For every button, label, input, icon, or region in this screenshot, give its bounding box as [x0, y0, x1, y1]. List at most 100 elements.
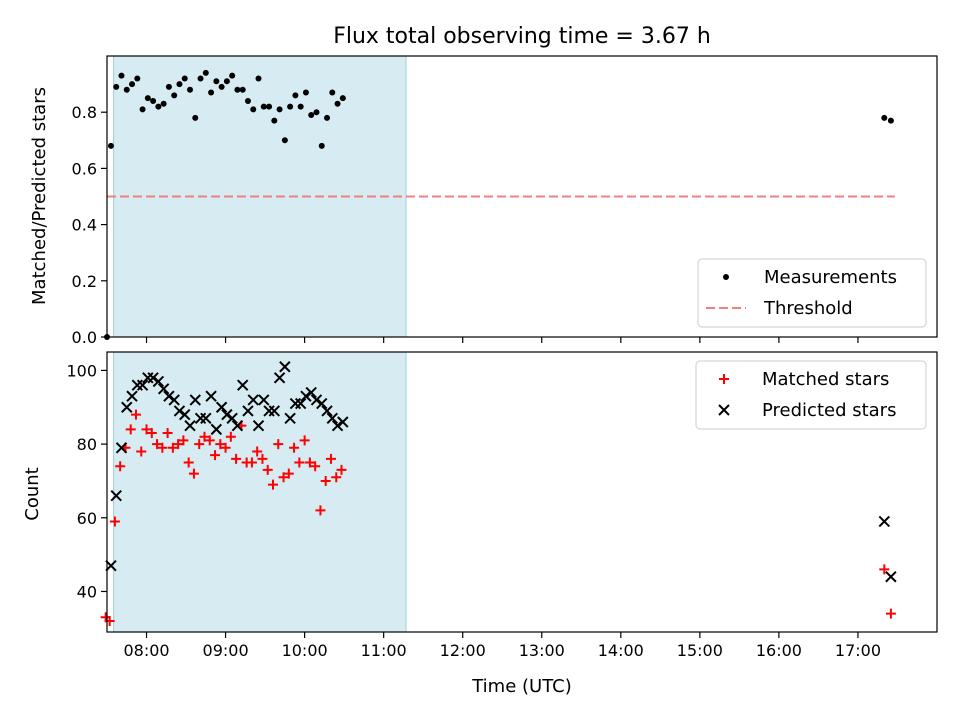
matched-stars-point	[257, 453, 268, 464]
matched-stars-point	[885, 608, 896, 619]
predicted-stars-point	[110, 489, 122, 502]
measurement-point	[244, 97, 251, 104]
x-tick-label: 13:00	[519, 641, 565, 660]
x-tick-label: 11:00	[361, 641, 407, 660]
measurement-point	[187, 86, 193, 93]
legend-label: Matched stars	[762, 369, 889, 390]
predicted-stars-point	[173, 405, 186, 417]
matched-stars-point	[879, 564, 890, 575]
x-tick-label: 16:00	[756, 641, 802, 660]
predicted-stars-point	[300, 390, 312, 402]
measurement-point	[287, 103, 294, 110]
matched-stars-point	[178, 435, 189, 446]
matched-stars-point	[336, 464, 347, 475]
measurement-point	[250, 106, 257, 113]
matched-stars-point	[167, 442, 178, 453]
legend-label: Predicted stars	[762, 400, 896, 421]
measurement-point	[887, 117, 894, 124]
matched-stars-point	[188, 468, 199, 479]
predicted-stars-point	[152, 375, 165, 388]
predicted-stars-point	[221, 408, 233, 421]
predicted-stars-point	[316, 397, 328, 410]
matched-stars-point	[136, 446, 147, 457]
matched-stars-point	[130, 409, 141, 420]
matched-stars-point	[331, 472, 342, 483]
measurement-point	[160, 100, 167, 107]
matched-stars-point	[299, 435, 310, 446]
measurement-point	[181, 75, 188, 82]
measurement-point	[255, 75, 262, 82]
measurement-point	[313, 109, 320, 116]
matched-stars-point	[283, 468, 294, 479]
predicted-stars-point	[258, 394, 270, 406]
bottom-y-axis-label: Count	[22, 467, 43, 520]
observing-window-shading	[113, 351, 407, 633]
matched-stars-point	[315, 505, 326, 516]
matched-stars-point	[146, 428, 157, 439]
top-legend: Measurements Threshold	[697, 258, 927, 328]
predicted-stars-point	[242, 405, 254, 417]
predicted-stars-point	[331, 419, 344, 432]
predicted-stars-point	[231, 419, 244, 432]
matched-stars-point	[204, 435, 215, 446]
predicted-stars-point	[279, 361, 291, 373]
predicted-stars-point	[205, 390, 217, 402]
measurement-point	[107, 142, 114, 149]
predicted-stars-point	[179, 408, 191, 421]
predicted-stars-point	[115, 442, 128, 454]
matched-stars-point	[231, 453, 242, 464]
measurement-point	[324, 114, 331, 121]
matched-stars-point	[310, 461, 321, 472]
matched-stars-point	[157, 442, 168, 453]
matched-stars-point	[320, 475, 331, 486]
measurement-point	[139, 106, 146, 113]
measurement-point	[197, 75, 204, 82]
y-tick-label: 60	[77, 509, 97, 528]
axes-frame	[106, 55, 938, 338]
measurement-point	[234, 86, 241, 93]
measurement-point	[144, 95, 151, 102]
measurement-point	[134, 75, 141, 82]
predicted-stars-point	[189, 394, 201, 406]
measurement-point	[171, 92, 178, 99]
measurement-point	[218, 83, 225, 90]
measurement-point	[129, 81, 136, 88]
measurement-point	[155, 103, 162, 110]
x-tick-label: 15:00	[677, 641, 723, 660]
matched-stars-point	[199, 431, 210, 442]
predicted-stars-point	[305, 386, 317, 399]
predicted-stars-point	[121, 401, 133, 413]
predicted-stars-point	[252, 419, 265, 432]
y-tick-label: 0.4	[72, 216, 97, 235]
predicted-stars-point	[236, 379, 249, 391]
y-tick-label: 100	[66, 361, 97, 380]
matched-stars-point	[294, 457, 305, 468]
predicted-stars-point	[147, 372, 159, 384]
measurement-point	[123, 86, 130, 93]
y-tick-label: 0.2	[72, 272, 97, 291]
matched-stars-point	[246, 457, 257, 468]
predicted-stars-point	[168, 394, 180, 406]
legend-marker	[718, 404, 730, 416]
predicted-stars-point	[247, 394, 259, 406]
predicted-stars-point	[326, 412, 338, 425]
measurement-point	[165, 83, 172, 90]
x-axis-label: Time (UTC)	[471, 676, 572, 697]
legend-box	[695, 360, 927, 430]
matched-stars-point	[304, 457, 315, 468]
matched-stars-point	[325, 453, 336, 464]
predicted-stars-point	[885, 571, 897, 583]
matched-stars-point	[152, 439, 163, 450]
matched-stars-point	[289, 442, 300, 453]
y-tick-label: 40	[77, 582, 97, 601]
x-tick-label: 17:00	[835, 641, 881, 660]
matched-stars-point	[262, 464, 273, 475]
matched-stars-point	[141, 424, 152, 435]
x-tick-label: 12:00	[440, 641, 486, 660]
measurement-point	[192, 114, 199, 121]
y-tick-label: 80	[77, 435, 97, 454]
measurement-point	[229, 72, 236, 79]
predicted-stars-point	[136, 379, 149, 391]
x-tick-label: 10:00	[282, 641, 328, 660]
